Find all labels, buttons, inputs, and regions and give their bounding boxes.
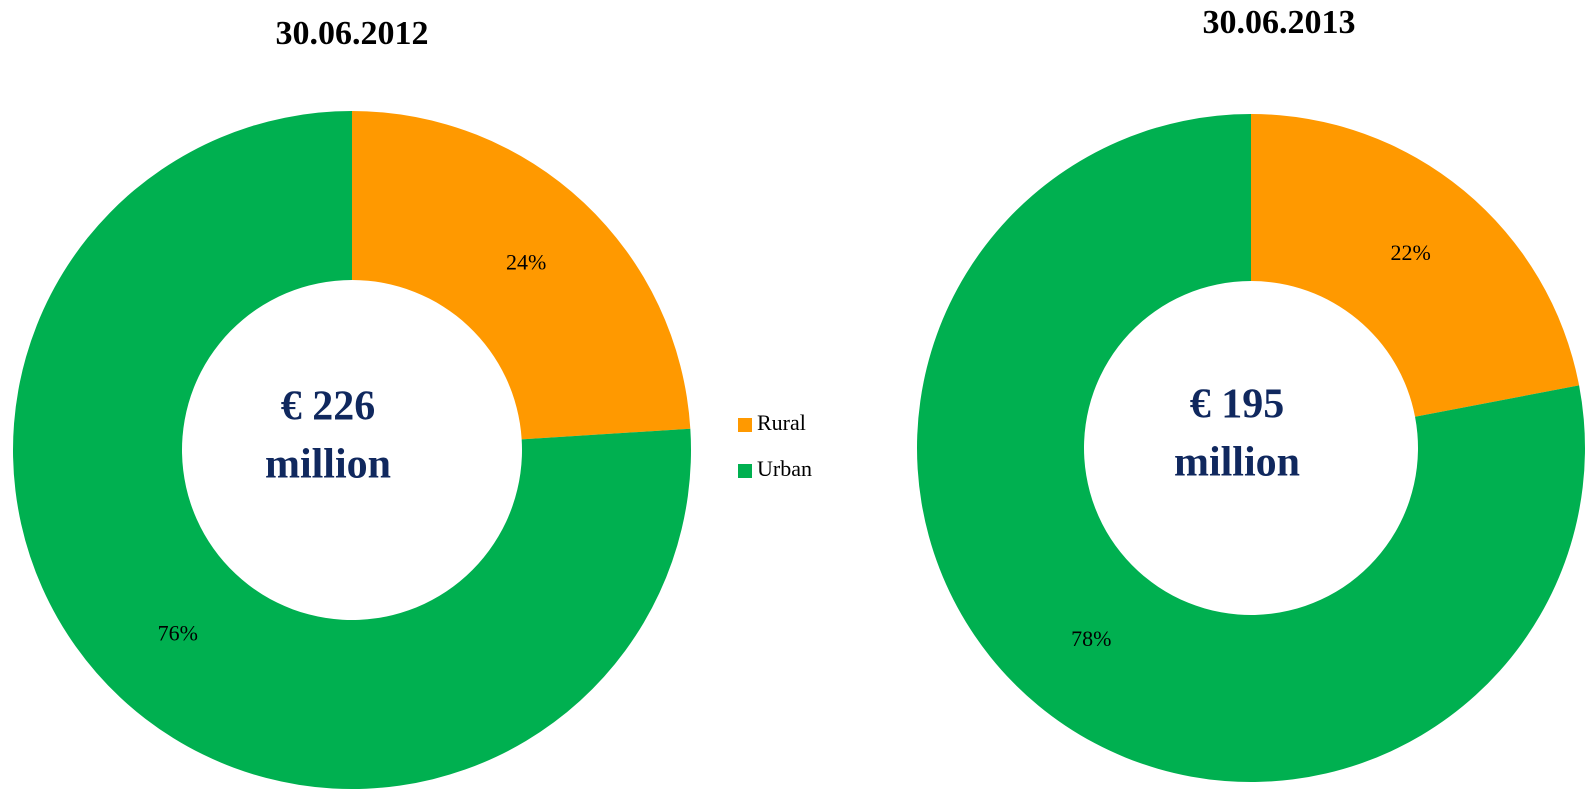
center-label: million (1174, 440, 1300, 486)
center-label: € 195 (1190, 382, 1285, 428)
donut-slice (352, 111, 691, 440)
donut-slice (1251, 114, 1580, 417)
donut-slice (917, 114, 1585, 782)
legend-swatch (738, 418, 752, 432)
legend-label: Rural (757, 410, 806, 435)
center-label: € 226 (281, 384, 376, 430)
center-label: million (265, 442, 391, 488)
legend-swatch (738, 464, 752, 478)
data-label: 76% (158, 621, 198, 646)
donut-slice (12, 111, 692, 789)
data-label: 24% (506, 250, 546, 275)
chart-title: 30.06.2013 (1203, 4, 1356, 41)
data-label: 78% (1071, 626, 1111, 651)
data-label: 22% (1391, 240, 1431, 265)
chart-title: 30.06.2012 (276, 15, 429, 52)
legend-label: Urban (757, 456, 812, 481)
